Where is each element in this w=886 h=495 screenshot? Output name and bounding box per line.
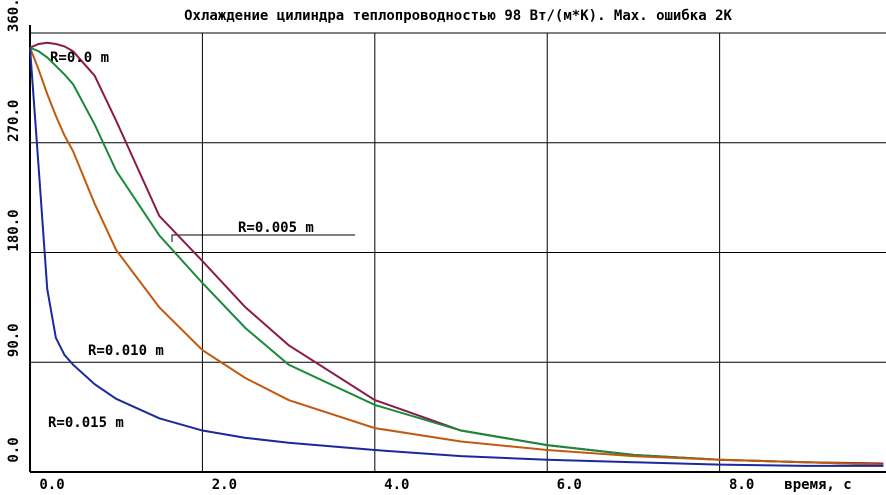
series-line: [29, 47, 884, 467]
y-tick-label: 360.0: [6, 0, 22, 32]
series-line: [29, 47, 884, 466]
series-label: R=0.015 m: [48, 415, 124, 431]
chart-title: Охлаждение цилиндра теплопроводностью 98…: [184, 8, 732, 24]
x-tick-label: 6.0: [557, 477, 582, 493]
series-label: R=0.005 m: [238, 220, 314, 236]
y-tick-label: 180.0: [6, 209, 22, 251]
series-line: [29, 46, 884, 466]
x-tick-label: 2.0: [212, 477, 237, 493]
x-tick-label: 0.0: [39, 477, 64, 493]
series-label: R=0.010 m: [88, 343, 164, 359]
x-tick-label: 8.0: [729, 477, 754, 493]
label-leader: [171, 234, 355, 242]
y-tick-label: 90.0: [6, 323, 22, 357]
x-axis-label: время, с: [784, 477, 851, 493]
x-tick-label: 4.0: [384, 477, 409, 493]
series-label: R=0.0 m: [50, 50, 109, 66]
y-tick-label: 270.0: [6, 100, 22, 142]
y-tick-label: 0.0: [6, 437, 22, 462]
